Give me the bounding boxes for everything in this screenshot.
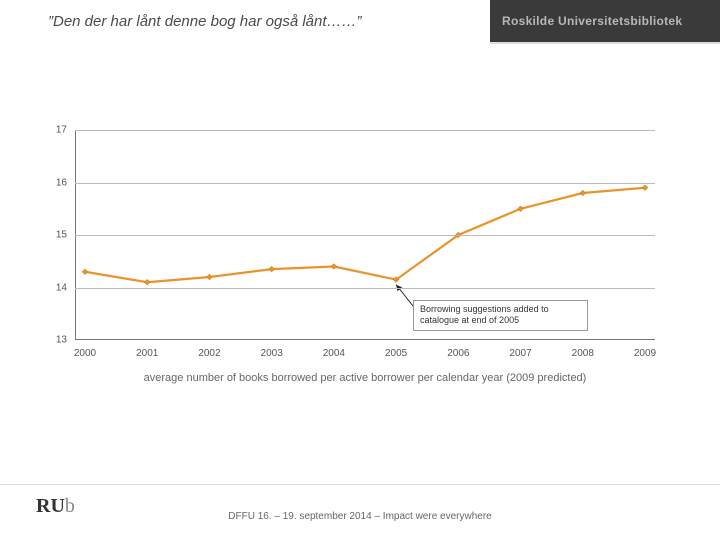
y-tick-label: 17 bbox=[47, 125, 67, 136]
series-marker bbox=[144, 279, 150, 285]
x-tick-label: 2003 bbox=[261, 348, 283, 359]
x-tick-label: 2002 bbox=[198, 348, 220, 359]
annotation-line2: catalogue at end of 2005 bbox=[420, 315, 519, 325]
header: ”Den der har lånt denne bog har også lån… bbox=[0, 0, 720, 42]
series-marker bbox=[331, 264, 337, 270]
slide-title: ”Den der har lånt denne bog har også lån… bbox=[48, 13, 362, 30]
slide-root: ”Den der har lånt denne bog har også lån… bbox=[0, 0, 720, 540]
x-tick-label: 2000 bbox=[74, 348, 96, 359]
footer: RUb DFFU 16. – 19. september 2014 – Impa… bbox=[0, 484, 720, 540]
y-tick-label: 13 bbox=[47, 335, 67, 346]
footer-text: DFFU 16. – 19. september 2014 – Impact w… bbox=[0, 511, 720, 522]
series-marker bbox=[269, 266, 275, 272]
x-tick-label: 2008 bbox=[572, 348, 594, 359]
x-tick-label: 2007 bbox=[509, 348, 531, 359]
x-tick-label: 2006 bbox=[447, 348, 469, 359]
gridline bbox=[75, 183, 655, 184]
brand-bar: Roskilde Universitetsbibliotek bbox=[490, 0, 720, 42]
footer-divider bbox=[0, 484, 720, 485]
chart-canvas: Borrowing suggestions added to catalogue… bbox=[75, 130, 655, 340]
title-bar: ”Den der har lånt denne bog har også lån… bbox=[0, 0, 490, 42]
x-tick-label: 2005 bbox=[385, 348, 407, 359]
series-marker bbox=[82, 269, 88, 275]
y-tick-label: 15 bbox=[47, 230, 67, 241]
y-tick-label: 16 bbox=[47, 177, 67, 188]
annotation-line1: Borrowing suggestions added to bbox=[420, 304, 549, 314]
x-tick-label: 2009 bbox=[634, 348, 656, 359]
gridline bbox=[75, 288, 655, 289]
x-tick-label: 2004 bbox=[323, 348, 345, 359]
y-tick-label: 14 bbox=[47, 282, 67, 293]
gridline bbox=[75, 130, 655, 131]
gridline bbox=[75, 235, 655, 236]
chart-annotation-box: Borrowing suggestions added to catalogue… bbox=[413, 300, 588, 331]
x-tick-label: 2001 bbox=[136, 348, 158, 359]
series-marker bbox=[642, 185, 648, 191]
header-divider bbox=[490, 42, 720, 44]
brand-text: Roskilde Universitetsbibliotek bbox=[502, 14, 682, 28]
series-marker bbox=[207, 274, 213, 280]
chart-caption: average number of books borrowed per act… bbox=[75, 372, 655, 384]
series-marker bbox=[580, 190, 586, 196]
chart-container: Borrowing suggestions added to catalogue… bbox=[75, 130, 655, 390]
